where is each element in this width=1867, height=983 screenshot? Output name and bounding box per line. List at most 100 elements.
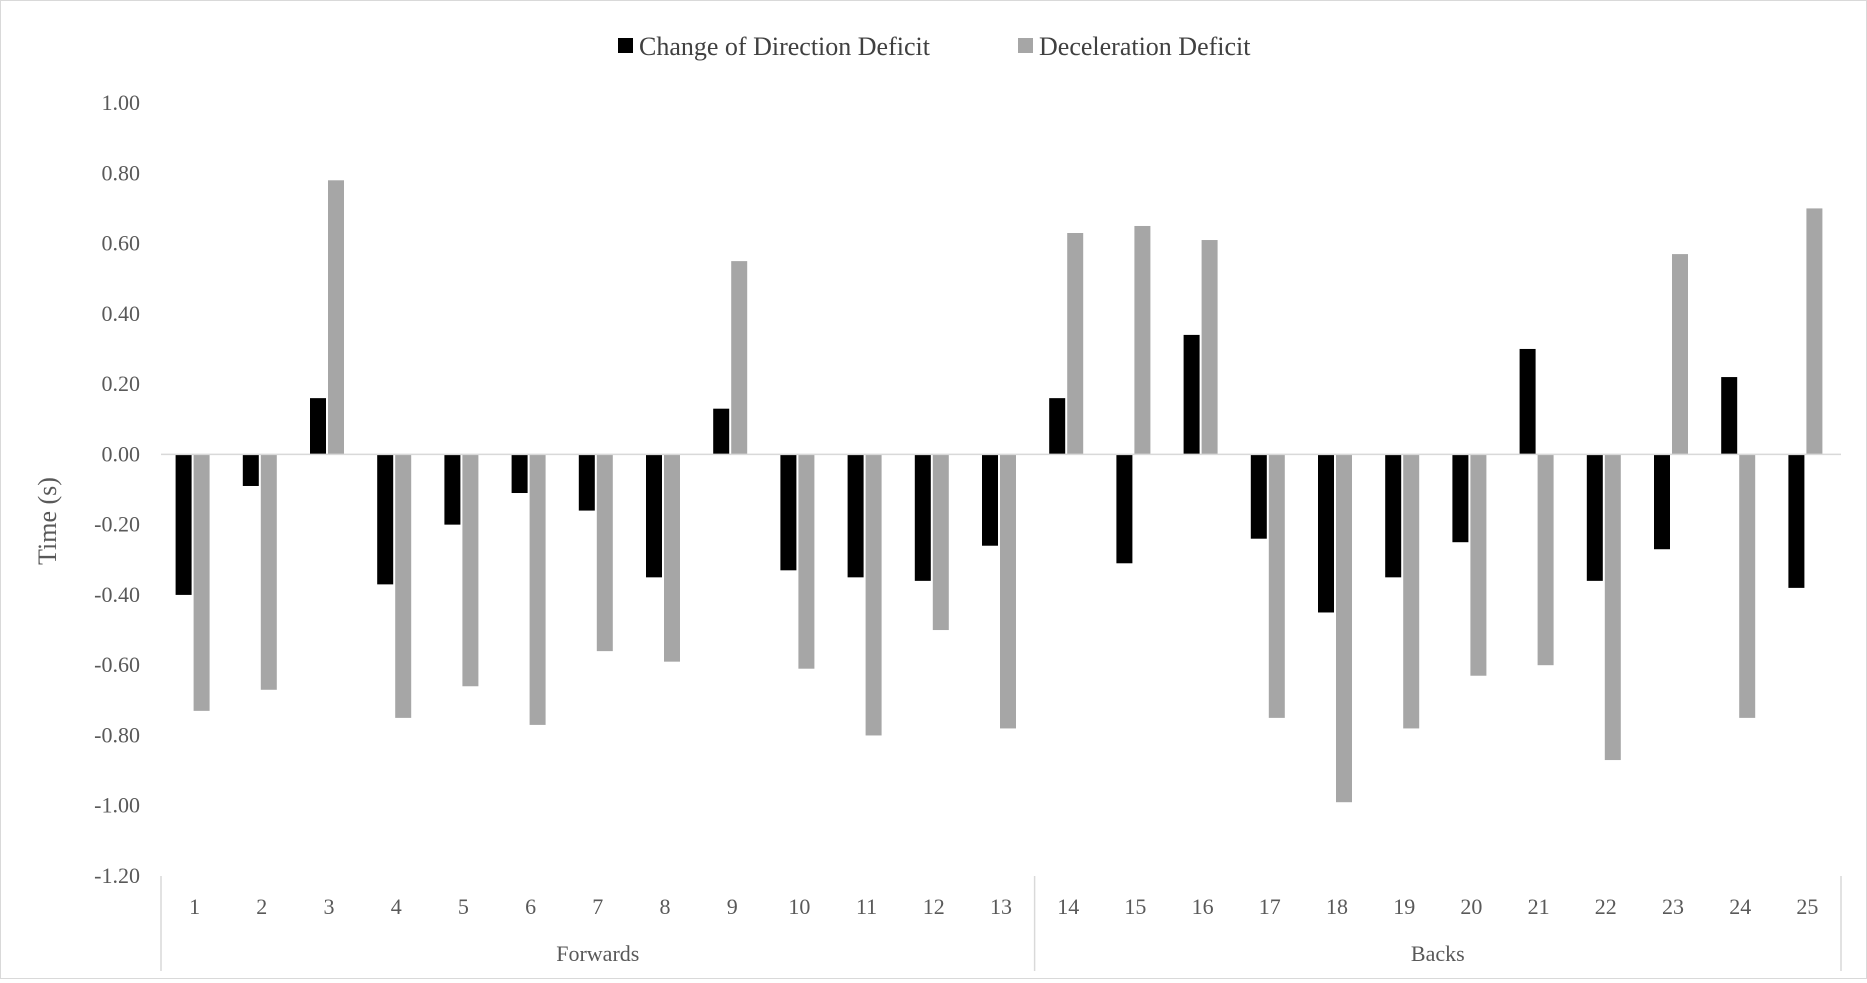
x-tick-label: 25 — [1796, 894, 1818, 919]
x-tick-label: 9 — [727, 894, 738, 919]
x-tick-label: 1 — [189, 894, 200, 919]
x-axis-groups: Forwards Backs — [556, 941, 1464, 966]
bar-change-of-direction-deficit — [1519, 348, 1536, 455]
bar-change-of-direction-deficit — [310, 398, 326, 455]
bar-change-of-direction-deficit — [1318, 454, 1334, 613]
bar-deceleration-deficit — [462, 454, 479, 687]
bar-change-of-direction-deficit — [646, 454, 662, 578]
x-tick-label: 5 — [458, 894, 469, 919]
bar-deceleration-deficit — [1470, 454, 1487, 676]
bar-deceleration-deficit — [1067, 233, 1084, 455]
y-tick-label: -0.60 — [94, 652, 140, 677]
axes — [160, 453, 1842, 971]
y-tick-label: -1.00 — [94, 793, 140, 818]
legend-swatch-series-2 — [1018, 38, 1033, 53]
bars — [175, 180, 1823, 803]
x-tick-label: 2 — [256, 894, 267, 919]
bar-change-of-direction-deficit — [242, 454, 259, 486]
x-tick-label: 7 — [592, 894, 603, 919]
x-tick-label: 6 — [525, 894, 536, 919]
bar-deceleration-deficit — [328, 180, 344, 455]
bar-deceleration-deficit — [664, 454, 680, 662]
y-tick-label: -0.40 — [94, 582, 140, 607]
legend-label-series-2: Deceleration Deficit — [1039, 32, 1251, 61]
bar-deceleration-deficit — [798, 454, 815, 669]
legend-swatch-series-1 — [618, 38, 633, 53]
x-tick-label: 23 — [1662, 894, 1684, 919]
y-tick-label: 0.20 — [102, 371, 141, 396]
x-tick-label: 18 — [1326, 894, 1348, 919]
bar-change-of-direction-deficit — [444, 454, 461, 525]
bar-deceleration-deficit — [1672, 254, 1688, 455]
y-tick-label: -0.80 — [94, 722, 140, 747]
bar-change-of-direction-deficit — [511, 454, 528, 494]
bar-change-of-direction-deficit — [780, 454, 797, 571]
bar-change-of-direction-deficit — [1183, 334, 1200, 455]
y-tick-label: 0.60 — [102, 231, 141, 256]
x-tick-label: 21 — [1528, 894, 1550, 919]
bar-deceleration-deficit — [1268, 454, 1285, 718]
x-tick-label: 17 — [1259, 894, 1281, 919]
legend: Change of Direction Deficit Deceleration… — [618, 32, 1251, 61]
x-tick-label: 24 — [1729, 894, 1751, 919]
bar-deceleration-deficit — [529, 454, 546, 725]
bar-change-of-direction-deficit — [175, 454, 192, 595]
y-tick-label: 0.80 — [102, 160, 141, 185]
bar-change-of-direction-deficit — [1721, 377, 1738, 455]
x-group-label: Backs — [1411, 941, 1465, 966]
bar-change-of-direction-deficit — [1049, 398, 1066, 455]
x-tick-label: 16 — [1192, 894, 1214, 919]
bar-change-of-direction-deficit — [1250, 454, 1267, 539]
y-tick-label: -0.20 — [94, 512, 140, 537]
bar-change-of-direction-deficit — [1788, 454, 1805, 588]
bar-deceleration-deficit — [1806, 208, 1823, 455]
bar-deceleration-deficit — [1000, 454, 1016, 729]
bar-deceleration-deficit — [1403, 454, 1420, 729]
bar-change-of-direction-deficit — [377, 454, 394, 585]
x-tick-label: 3 — [324, 894, 335, 919]
y-axis-ticks: 1.00 0.80 0.60 0.40 0.20 0.00 -0.20 -0.40 -0.60 -… — [94, 90, 140, 888]
x-tick-label: 8 — [660, 894, 671, 919]
x-tick-label: 12 — [923, 894, 945, 919]
y-tick-label: -1.20 — [94, 863, 140, 888]
bar-deceleration-deficit — [596, 454, 613, 652]
x-tick-label: 10 — [788, 894, 810, 919]
bar-deceleration-deficit — [395, 454, 412, 718]
bar-deceleration-deficit — [731, 261, 748, 455]
bar-deceleration-deficit — [1134, 225, 1151, 455]
legend-label-series-1: Change of Direction Deficit — [639, 32, 931, 61]
bar-change-of-direction-deficit — [1452, 454, 1469, 543]
bar-deceleration-deficit — [865, 454, 882, 736]
bar-change-of-direction-deficit — [1116, 454, 1133, 564]
bar-change-of-direction-deficit — [914, 454, 931, 581]
bar-deceleration-deficit — [193, 454, 210, 711]
bar-deceleration-deficit — [1537, 454, 1554, 666]
y-axis-title: Time (s) — [33, 477, 62, 565]
bar-change-of-direction-deficit — [1586, 454, 1603, 581]
x-tick-label: 20 — [1460, 894, 1482, 919]
bar-deceleration-deficit — [932, 454, 949, 631]
y-tick-label: 0.40 — [102, 301, 141, 326]
x-group-label: Forwards — [556, 941, 639, 966]
bar-deceleration-deficit — [1739, 454, 1756, 718]
bar-deceleration-deficit — [260, 454, 277, 690]
x-tick-label: 19 — [1393, 894, 1415, 919]
bar-deceleration-deficit — [1201, 240, 1218, 455]
x-tick-label: 14 — [1057, 894, 1079, 919]
bar-change-of-direction-deficit — [578, 454, 595, 511]
bar-change-of-direction-deficit — [982, 454, 998, 546]
bar-change-of-direction-deficit — [1654, 454, 1670, 550]
x-axis-categories: 1 2 3 4 5 6 7 8 9 10 11 12 13 14 15 16 17 18 19 20 21 22 23 24 2… — [189, 894, 1818, 919]
y-tick-label: 1.00 — [102, 90, 141, 115]
bar-change-of-direction-deficit — [847, 454, 864, 578]
bar-change-of-direction-deficit — [1385, 454, 1402, 578]
x-tick-label: 4 — [391, 894, 402, 919]
bar-change-of-direction-deficit — [713, 408, 730, 455]
bar-deceleration-deficit — [1336, 454, 1352, 803]
bar-deceleration-deficit — [1604, 454, 1621, 761]
x-tick-label: 15 — [1124, 894, 1146, 919]
x-tick-label: 22 — [1595, 894, 1617, 919]
x-tick-label: 11 — [856, 894, 877, 919]
